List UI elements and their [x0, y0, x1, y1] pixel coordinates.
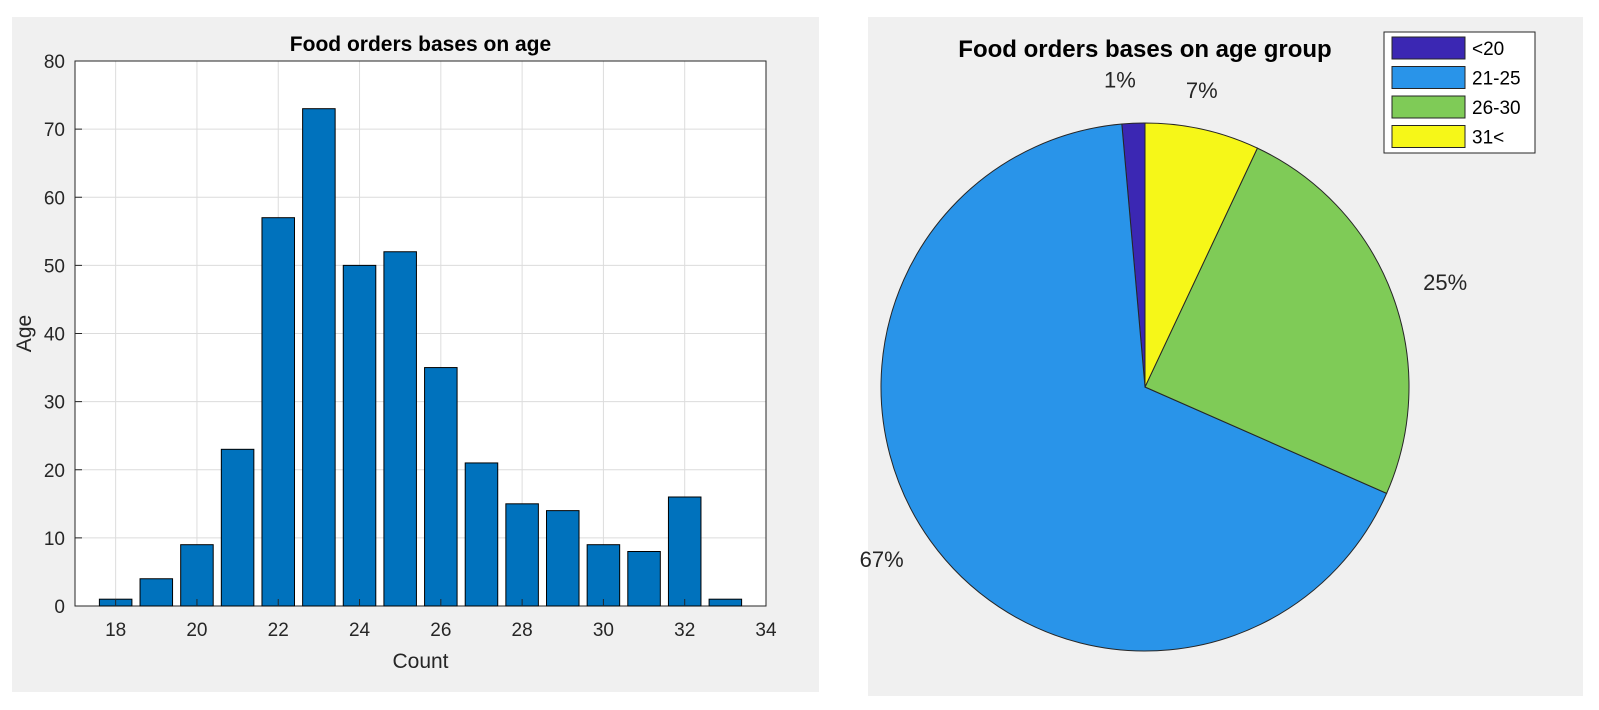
bar [180, 544, 214, 607]
bar-y-tick-label: 70 [44, 120, 65, 141]
legend-swatch [1391, 36, 1466, 60]
bar [708, 598, 743, 607]
bar-x-tick-label: 30 [593, 620, 614, 641]
pie-percent-label: 67% [860, 547, 904, 572]
pie-slice [1144, 122, 1259, 388]
pie-chart: Food orders bases on age group 1% 67% 25% 7… [860, 31, 1536, 652]
pie-slices [880, 122, 1410, 652]
bar-x-tick-label: 32 [674, 620, 695, 641]
bar-y-ticks: 0 10 20 30 40 50 60 70 80 [44, 52, 82, 618]
bar-y-tick-label: 30 [44, 393, 65, 414]
pie-slice [1144, 147, 1410, 495]
bar-x-axis-label: Count [392, 650, 448, 673]
bar [261, 217, 295, 607]
legend-label: 31< [1472, 128, 1504, 149]
pie-slice [880, 123, 1388, 652]
bar-y-tick-label: 10 [44, 529, 65, 550]
bar-y-tick-label: 60 [44, 188, 65, 209]
bar-x-tick-label: 18 [105, 620, 126, 641]
bar [342, 264, 377, 607]
bar-x-tick-label: 26 [430, 620, 451, 641]
pie-percent-label: 7% [1186, 78, 1218, 103]
bar [464, 462, 499, 607]
bar [546, 510, 580, 607]
bar-y-tick-label: 50 [44, 256, 65, 277]
bar-chart: Food orders bases on age 18 20 22 24 26 28 30 3… [13, 33, 777, 673]
pie-legend: <20 21-25 26-30 31< [1383, 31, 1536, 154]
legend-label: 26-30 [1472, 98, 1521, 119]
bar-y-tick-label: 0 [54, 597, 65, 618]
bar-series [98, 108, 743, 607]
pie-chart-title: Food orders bases on age group [958, 36, 1331, 63]
bar [505, 503, 539, 607]
bar [302, 108, 336, 607]
pie-percent-label: 1% [1104, 67, 1136, 92]
bar-y-tick-label: 40 [44, 325, 65, 346]
bar-x-tick-label: 24 [349, 620, 371, 641]
bar [424, 367, 458, 607]
bar-y-tick-label: 80 [44, 52, 65, 73]
bar-y-tick-label: 20 [44, 461, 65, 482]
legend-label: <20 [1472, 39, 1504, 60]
bar-x-tick-label: 34 [755, 620, 777, 641]
bar [667, 496, 702, 607]
bar-x-ticks: 18 20 22 24 26 28 30 32 34 [105, 599, 777, 641]
bar [586, 544, 621, 607]
bar-chart-panel: Food orders bases on age 18 20 22 24 26 28 30 3… [12, 17, 819, 692]
bar [627, 551, 661, 607]
bar-x-tick-label: 28 [512, 620, 533, 641]
legend-swatch [1391, 66, 1466, 89]
legend-swatch [1391, 95, 1466, 119]
legend-label: 21-25 [1472, 69, 1521, 90]
bar-chart-title: Food orders bases on age [290, 33, 551, 56]
bar-y-axis-label: Age [13, 315, 36, 352]
pie-chart-panel: Food orders bases on age group 1% 67% 25% 7… [860, 17, 1583, 696]
bar [220, 448, 255, 607]
legend-swatch [1391, 125, 1466, 148]
bar-grid [75, 60, 767, 607]
bar-x-tick-label: 22 [268, 620, 289, 641]
pie-percent-labels: 1% 67% 25% 7% [860, 67, 1468, 572]
pie-percent-label: 25% [1423, 270, 1467, 295]
bar-x-tick-label: 20 [186, 620, 207, 641]
bar [383, 251, 417, 607]
bar [139, 578, 174, 607]
